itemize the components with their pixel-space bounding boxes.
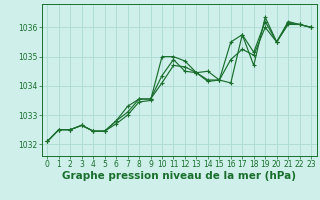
X-axis label: Graphe pression niveau de la mer (hPa): Graphe pression niveau de la mer (hPa) xyxy=(62,171,296,181)
